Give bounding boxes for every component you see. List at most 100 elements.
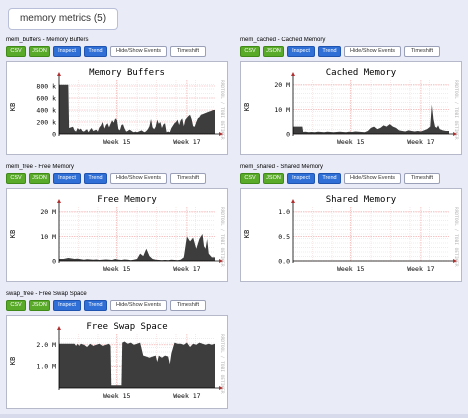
- inspect-button[interactable]: Inspect: [53, 46, 81, 57]
- trend-button[interactable]: Trend: [318, 46, 341, 57]
- series-area: [59, 84, 215, 134]
- x-tick-label: Week 17: [407, 265, 434, 273]
- panel-swap-free: swap_free - Free Swap Space CSV JSON Inspec…: [6, 291, 230, 411]
- chart-container[interactable]: Free Swap Space KB RRDTOOL / TOBI OETIKER 2…: [6, 315, 228, 409]
- series-area: [293, 104, 449, 134]
- y-tick-label: 1.0 M: [36, 363, 56, 371]
- inspect-button[interactable]: Inspect: [287, 173, 315, 184]
- panel-mem-free: mem_free - Free Memory CSV JSON Inspect Tren…: [6, 164, 230, 284]
- chart-title: Free Swap Space: [86, 322, 167, 332]
- panel-label: mem_free - Free Memory: [6, 164, 75, 170]
- y-axis-arrow: [57, 199, 61, 203]
- csv-button[interactable]: CSV: [6, 300, 26, 311]
- chart-svg: Memory Buffers KB RRDTOOL / TOBI OETIKER 80…: [9, 68, 225, 146]
- page-title: memory metrics (5): [8, 8, 118, 30]
- y-tick-label: 0: [52, 257, 56, 265]
- chart-container[interactable]: Cached Memory KB RRDTOOL / TOBI OETIKER 20 …: [240, 61, 462, 155]
- panel-mem-buffers: mem_buffers - Memory Buffers CSV JSON Inspe…: [6, 37, 230, 157]
- y-tick-label: 800 k: [36, 82, 56, 90]
- csv-button[interactable]: CSV: [240, 46, 260, 57]
- x-tick-label: Week 15: [103, 265, 130, 273]
- y-tick-label: 0.0: [278, 257, 290, 265]
- chart-svg: Free Swap Space KB RRDTOOL / TOBI OETIKER 2…: [9, 322, 225, 400]
- hide-show-events-button[interactable]: Hide/Show Events: [344, 46, 401, 57]
- chart-container[interactable]: Memory Buffers KB RRDTOOL / TOBI OETIKER 80…: [6, 61, 228, 155]
- y-tick-label: 20 M: [274, 81, 290, 89]
- series-area: [59, 341, 215, 388]
- panel-label: mem_buffers - Memory Buffers: [6, 37, 89, 43]
- x-tick-label: Week 17: [407, 138, 434, 146]
- y-axis-label: KB: [243, 230, 251, 238]
- y-axis-arrow: [291, 72, 295, 76]
- chart-container[interactable]: Shared Memory KB RRDTOOL / TOBI OETIKER 1.0…: [240, 188, 462, 282]
- y-tick-label: 400 k: [36, 106, 56, 114]
- x-tick-label: Week 15: [103, 392, 130, 400]
- x-axis-arrow: [219, 386, 223, 390]
- chart-container[interactable]: Free Memory KB RRDTOOL / TOBI OETIKER 20 M 1…: [6, 188, 228, 282]
- y-tick-label: 0: [52, 130, 56, 138]
- x-tick-label: Week 15: [337, 265, 364, 273]
- x-tick-label: Week 17: [173, 265, 200, 273]
- x-axis-arrow: [453, 132, 457, 136]
- chart-svg: Free Memory KB RRDTOOL / TOBI OETIKER 20 M 1…: [9, 195, 225, 273]
- panel-label: mem_shared - Shared Memory: [240, 164, 324, 170]
- chart-title: Free Memory: [97, 195, 157, 205]
- csv-button[interactable]: CSV: [6, 173, 26, 184]
- x-tick-label: Week 15: [337, 138, 364, 146]
- hide-show-events-button[interactable]: Hide/Show Events: [110, 300, 167, 311]
- trend-button[interactable]: Trend: [84, 46, 107, 57]
- hide-show-events-button[interactable]: Hide/Show Events: [110, 173, 167, 184]
- y-axis-arrow: [57, 72, 61, 76]
- y-tick-label: 20 M: [40, 208, 56, 216]
- y-tick-label: 600 k: [36, 94, 56, 102]
- x-axis-arrow: [219, 132, 223, 136]
- csv-button[interactable]: CSV: [6, 46, 26, 57]
- footer-bar: [0, 414, 468, 418]
- y-axis-label: KB: [9, 230, 17, 238]
- inspect-button[interactable]: Inspect: [53, 173, 81, 184]
- x-tick-label: Week 17: [173, 392, 200, 400]
- timeshift-button[interactable]: Timeshift: [170, 173, 206, 184]
- timeshift-button[interactable]: Timeshift: [404, 173, 440, 184]
- y-tick-label: 10 M: [40, 233, 56, 241]
- panel-label: swap_free - Free Swap Space: [6, 291, 87, 297]
- y-tick-label: 0: [286, 130, 290, 138]
- y-axis-arrow: [57, 326, 61, 330]
- json-button[interactable]: JSON: [263, 46, 284, 57]
- y-tick-label: 200 k: [36, 118, 56, 126]
- inspect-button[interactable]: Inspect: [53, 300, 81, 311]
- chart-title: Memory Buffers: [89, 68, 165, 78]
- x-tick-label: Week 15: [103, 138, 130, 146]
- chart-svg: Cached Memory KB RRDTOOL / TOBI OETIKER 20 …: [243, 68, 459, 146]
- panel-mem-shared: mem_shared - Shared Memory CSV JSON Inspect…: [240, 164, 464, 284]
- y-tick-label: 2.0 M: [36, 341, 56, 349]
- json-button[interactable]: JSON: [29, 46, 50, 57]
- csv-button[interactable]: CSV: [240, 173, 260, 184]
- x-axis-arrow: [453, 259, 457, 263]
- y-axis-label: KB: [9, 103, 17, 111]
- y-tick-label: 1.0: [278, 208, 290, 216]
- inspect-button[interactable]: Inspect: [287, 46, 315, 57]
- series-area: [59, 234, 215, 261]
- rrdtool-watermark: RRDTOOL / TOBI OETIKER: [219, 207, 225, 267]
- y-tick-label: 10 M: [274, 106, 290, 114]
- trend-button[interactable]: Trend: [84, 300, 107, 311]
- chart-title: Cached Memory: [326, 68, 397, 78]
- timeshift-button[interactable]: Timeshift: [404, 46, 440, 57]
- timeshift-button[interactable]: Timeshift: [170, 300, 206, 311]
- json-button[interactable]: JSON: [263, 173, 284, 184]
- json-button[interactable]: JSON: [29, 300, 50, 311]
- json-button[interactable]: JSON: [29, 173, 50, 184]
- y-axis-label: KB: [243, 103, 251, 111]
- hide-show-events-button[interactable]: Hide/Show Events: [344, 173, 401, 184]
- y-tick-label: 0.5: [278, 233, 290, 241]
- rrdtool-watermark: RRDTOOL / TOBI OETIKER: [453, 80, 459, 140]
- chart-svg: Shared Memory KB RRDTOOL / TOBI OETIKER 1.0…: [243, 195, 459, 273]
- y-axis-label: KB: [9, 357, 17, 365]
- panel-mem-cached: mem_cached - Cached Memory CSV JSON Inspect…: [240, 37, 464, 157]
- rrdtool-watermark: RRDTOOL / TOBI OETIKER: [219, 334, 225, 394]
- trend-button[interactable]: Trend: [84, 173, 107, 184]
- trend-button[interactable]: Trend: [318, 173, 341, 184]
- timeshift-button[interactable]: Timeshift: [170, 46, 206, 57]
- hide-show-events-button[interactable]: Hide/Show Events: [110, 46, 167, 57]
